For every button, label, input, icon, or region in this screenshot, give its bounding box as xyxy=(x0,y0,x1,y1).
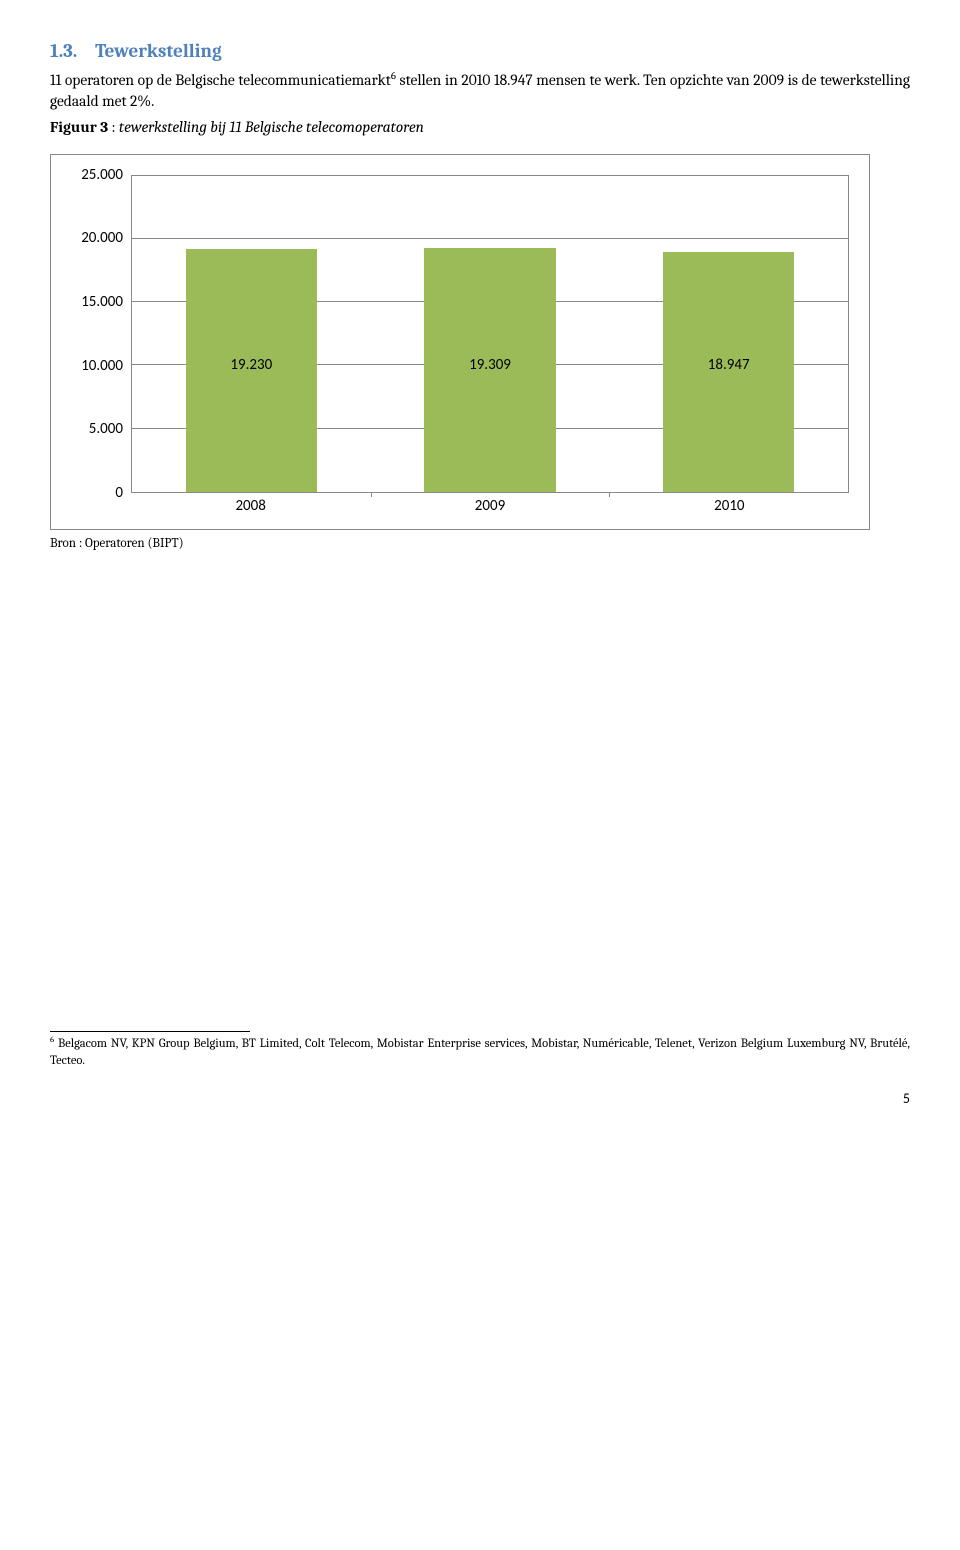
y-tick-label: 5.000 xyxy=(89,420,123,438)
paragraph-part1: 11 operatoren op de Belgische telecommun… xyxy=(50,71,391,89)
chart-container: 05.00010.00015.00020.00025.000 19.23019.… xyxy=(50,154,870,530)
bar-value-label: 19.309 xyxy=(469,356,511,374)
y-tick-label: 20.000 xyxy=(81,229,123,247)
figure-label: Figuur 3 xyxy=(50,118,108,136)
section-heading: 1.3. Tewerkstelling xyxy=(50,40,910,62)
chart-area: 05.00010.00015.00020.00025.000 19.23019.… xyxy=(71,175,849,515)
footnote-text: Belgacom NV, KPN Group Belgium, BT Limit… xyxy=(50,1037,910,1068)
footnote: 6 Belgacom NV, KPN Group Belgium, BT Lim… xyxy=(50,1036,910,1070)
figure-desc: tewerkstelling bij 11 Belgische telecomo… xyxy=(119,118,424,136)
footnote-separator xyxy=(50,1031,250,1032)
y-tick-label: 10.000 xyxy=(81,357,123,375)
y-axis: 05.00010.00015.00020.00025.000 xyxy=(71,175,129,493)
x-tick-label: 2008 xyxy=(235,497,265,515)
page-number: 5 xyxy=(50,1090,910,1107)
y-tick-label: 0 xyxy=(115,484,123,502)
y-tick-label: 25.000 xyxy=(81,166,123,184)
bar-value-label: 18.947 xyxy=(708,356,750,374)
y-tick-label: 15.000 xyxy=(81,293,123,311)
x-tick-label: 2009 xyxy=(475,497,505,515)
figure-caption: Figuur 3 : tewerkstelling bij 11 Belgisc… xyxy=(50,118,910,136)
bar-value-label: 19.230 xyxy=(230,356,272,374)
x-axis: 2008 2009 2010 xyxy=(131,495,849,515)
x-tick-label: 2010 xyxy=(714,497,744,515)
section-title: Tewerkstelling xyxy=(95,40,222,62)
source-text: Bron : Operatoren (BIPT) xyxy=(50,536,910,551)
plot-area: 19.230 19.309 18.947 xyxy=(131,175,849,493)
section-number: 1.3. xyxy=(50,40,77,62)
gridline xyxy=(132,238,848,239)
paragraph: 11 operatoren op de Belgische telecommun… xyxy=(50,70,910,112)
figure-sep: : xyxy=(108,118,119,136)
